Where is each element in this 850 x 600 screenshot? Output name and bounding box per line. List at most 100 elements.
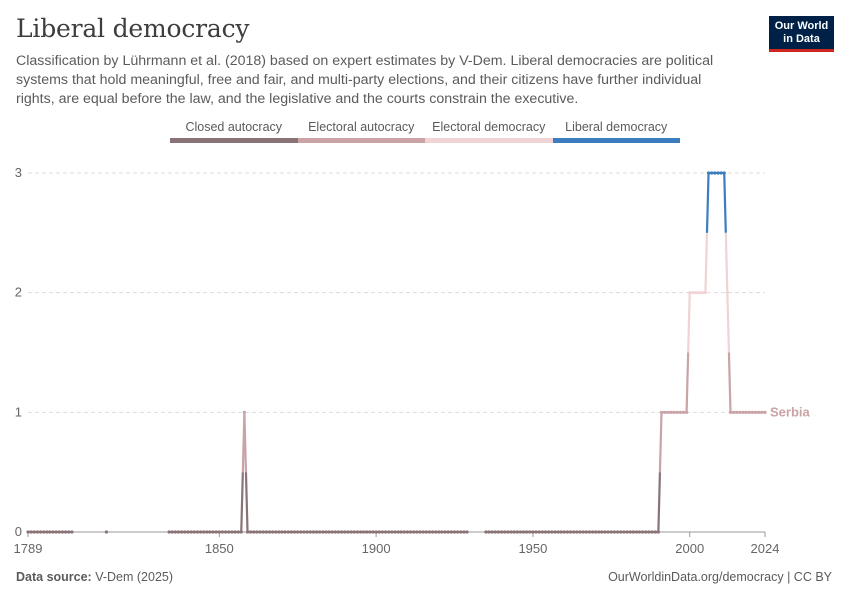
data-point <box>54 530 58 534</box>
data-point <box>543 530 548 534</box>
data-point <box>48 530 52 534</box>
data-point <box>67 530 71 534</box>
data-source-link[interactable]: V-Dem (2025) <box>95 570 174 584</box>
data-point <box>628 530 632 534</box>
data-point <box>747 410 751 414</box>
data-point <box>258 530 262 534</box>
series-transition <box>723 172 727 233</box>
data-point <box>728 410 733 414</box>
data-point <box>484 530 488 534</box>
data-point <box>223 530 228 534</box>
data-point <box>503 530 507 534</box>
data-point <box>446 530 450 534</box>
legend-item[interactable]: Electoral autocracy <box>297 119 425 143</box>
data-point <box>430 530 435 534</box>
legend-item[interactable]: Liberal democracy <box>552 119 680 143</box>
owid-logo[interactable]: Our World in Data <box>769 16 834 52</box>
data-point <box>35 530 40 534</box>
data-point <box>449 530 453 534</box>
data-point <box>559 530 563 534</box>
data-point <box>521 530 526 534</box>
legend-item[interactable]: Electoral democracy <box>425 119 553 143</box>
data-point <box>694 291 698 295</box>
data-point <box>318 530 322 534</box>
data-point <box>45 530 49 534</box>
data-point <box>440 530 444 534</box>
data-source-label: Data source: <box>16 570 92 584</box>
data-point <box>57 530 61 534</box>
data-point <box>681 410 686 414</box>
data-point <box>264 530 268 534</box>
series-transition <box>240 472 244 533</box>
data-point <box>252 530 256 534</box>
data-point <box>452 530 457 534</box>
data-point <box>173 530 177 534</box>
line-chart[interactable]: 0 1 2 3 1789 1850 1900 1950 2000 2024 Serbia <box>0 0 850 560</box>
data-point <box>255 530 259 534</box>
data-point <box>51 530 55 534</box>
data-point <box>333 530 337 534</box>
data-point <box>321 530 325 534</box>
data-point <box>170 530 174 534</box>
data-point <box>261 530 265 534</box>
data-point <box>697 291 701 295</box>
series-transition <box>726 292 731 353</box>
data-point <box>349 530 353 534</box>
data-point <box>672 410 676 414</box>
data-point <box>631 530 635 534</box>
y-tick-label: 0 <box>15 524 22 539</box>
logo-line-1: Our World <box>774 20 829 32</box>
data-point <box>540 530 544 534</box>
data-point <box>217 530 221 534</box>
data-point <box>572 530 576 534</box>
data-point <box>409 530 413 534</box>
data-point <box>706 171 711 175</box>
data-point <box>637 530 642 534</box>
series-transition <box>704 232 709 293</box>
data-point <box>553 530 557 534</box>
data-point <box>744 410 748 414</box>
data-point <box>518 530 522 534</box>
data-point <box>327 530 331 534</box>
data-point <box>600 530 604 534</box>
data-point <box>377 530 381 534</box>
data-point <box>424 530 428 534</box>
data-point <box>393 530 397 534</box>
data-point <box>678 410 682 414</box>
data-point <box>399 530 403 534</box>
x-tick-label: 1900 <box>362 541 391 556</box>
data-point <box>710 171 714 175</box>
data-point <box>368 530 372 534</box>
data-point <box>496 530 501 534</box>
data-point <box>283 530 287 534</box>
data-point <box>340 530 344 534</box>
data-point <box>525 530 529 534</box>
data-point <box>584 530 588 534</box>
data-point <box>402 530 406 534</box>
series-transition <box>724 232 729 293</box>
data-point <box>396 530 400 534</box>
data-point <box>659 410 664 414</box>
legend-color-swatch <box>297 138 425 143</box>
data-point <box>575 530 579 534</box>
legend-item[interactable]: Closed autocracy <box>170 119 298 143</box>
data-point <box>236 530 240 534</box>
data-point <box>753 410 758 414</box>
data-point <box>603 530 607 534</box>
footer-url[interactable]: OurWorldinData.org/democracy | CC BY <box>608 570 832 584</box>
data-point <box>245 530 250 534</box>
legend-label: Liberal democracy <box>565 120 668 134</box>
legend-color-swatch <box>552 138 680 143</box>
x-tick-label: 1950 <box>518 541 547 556</box>
data-point <box>289 530 294 534</box>
data-point <box>355 530 359 534</box>
data-point <box>296 530 300 534</box>
data-point <box>647 530 651 534</box>
data-point <box>32 530 36 534</box>
data-point <box>741 410 745 414</box>
data-point <box>205 530 209 534</box>
data-point <box>506 530 510 534</box>
data-point <box>186 530 190 534</box>
data-point <box>528 530 532 534</box>
data-point <box>352 530 356 534</box>
